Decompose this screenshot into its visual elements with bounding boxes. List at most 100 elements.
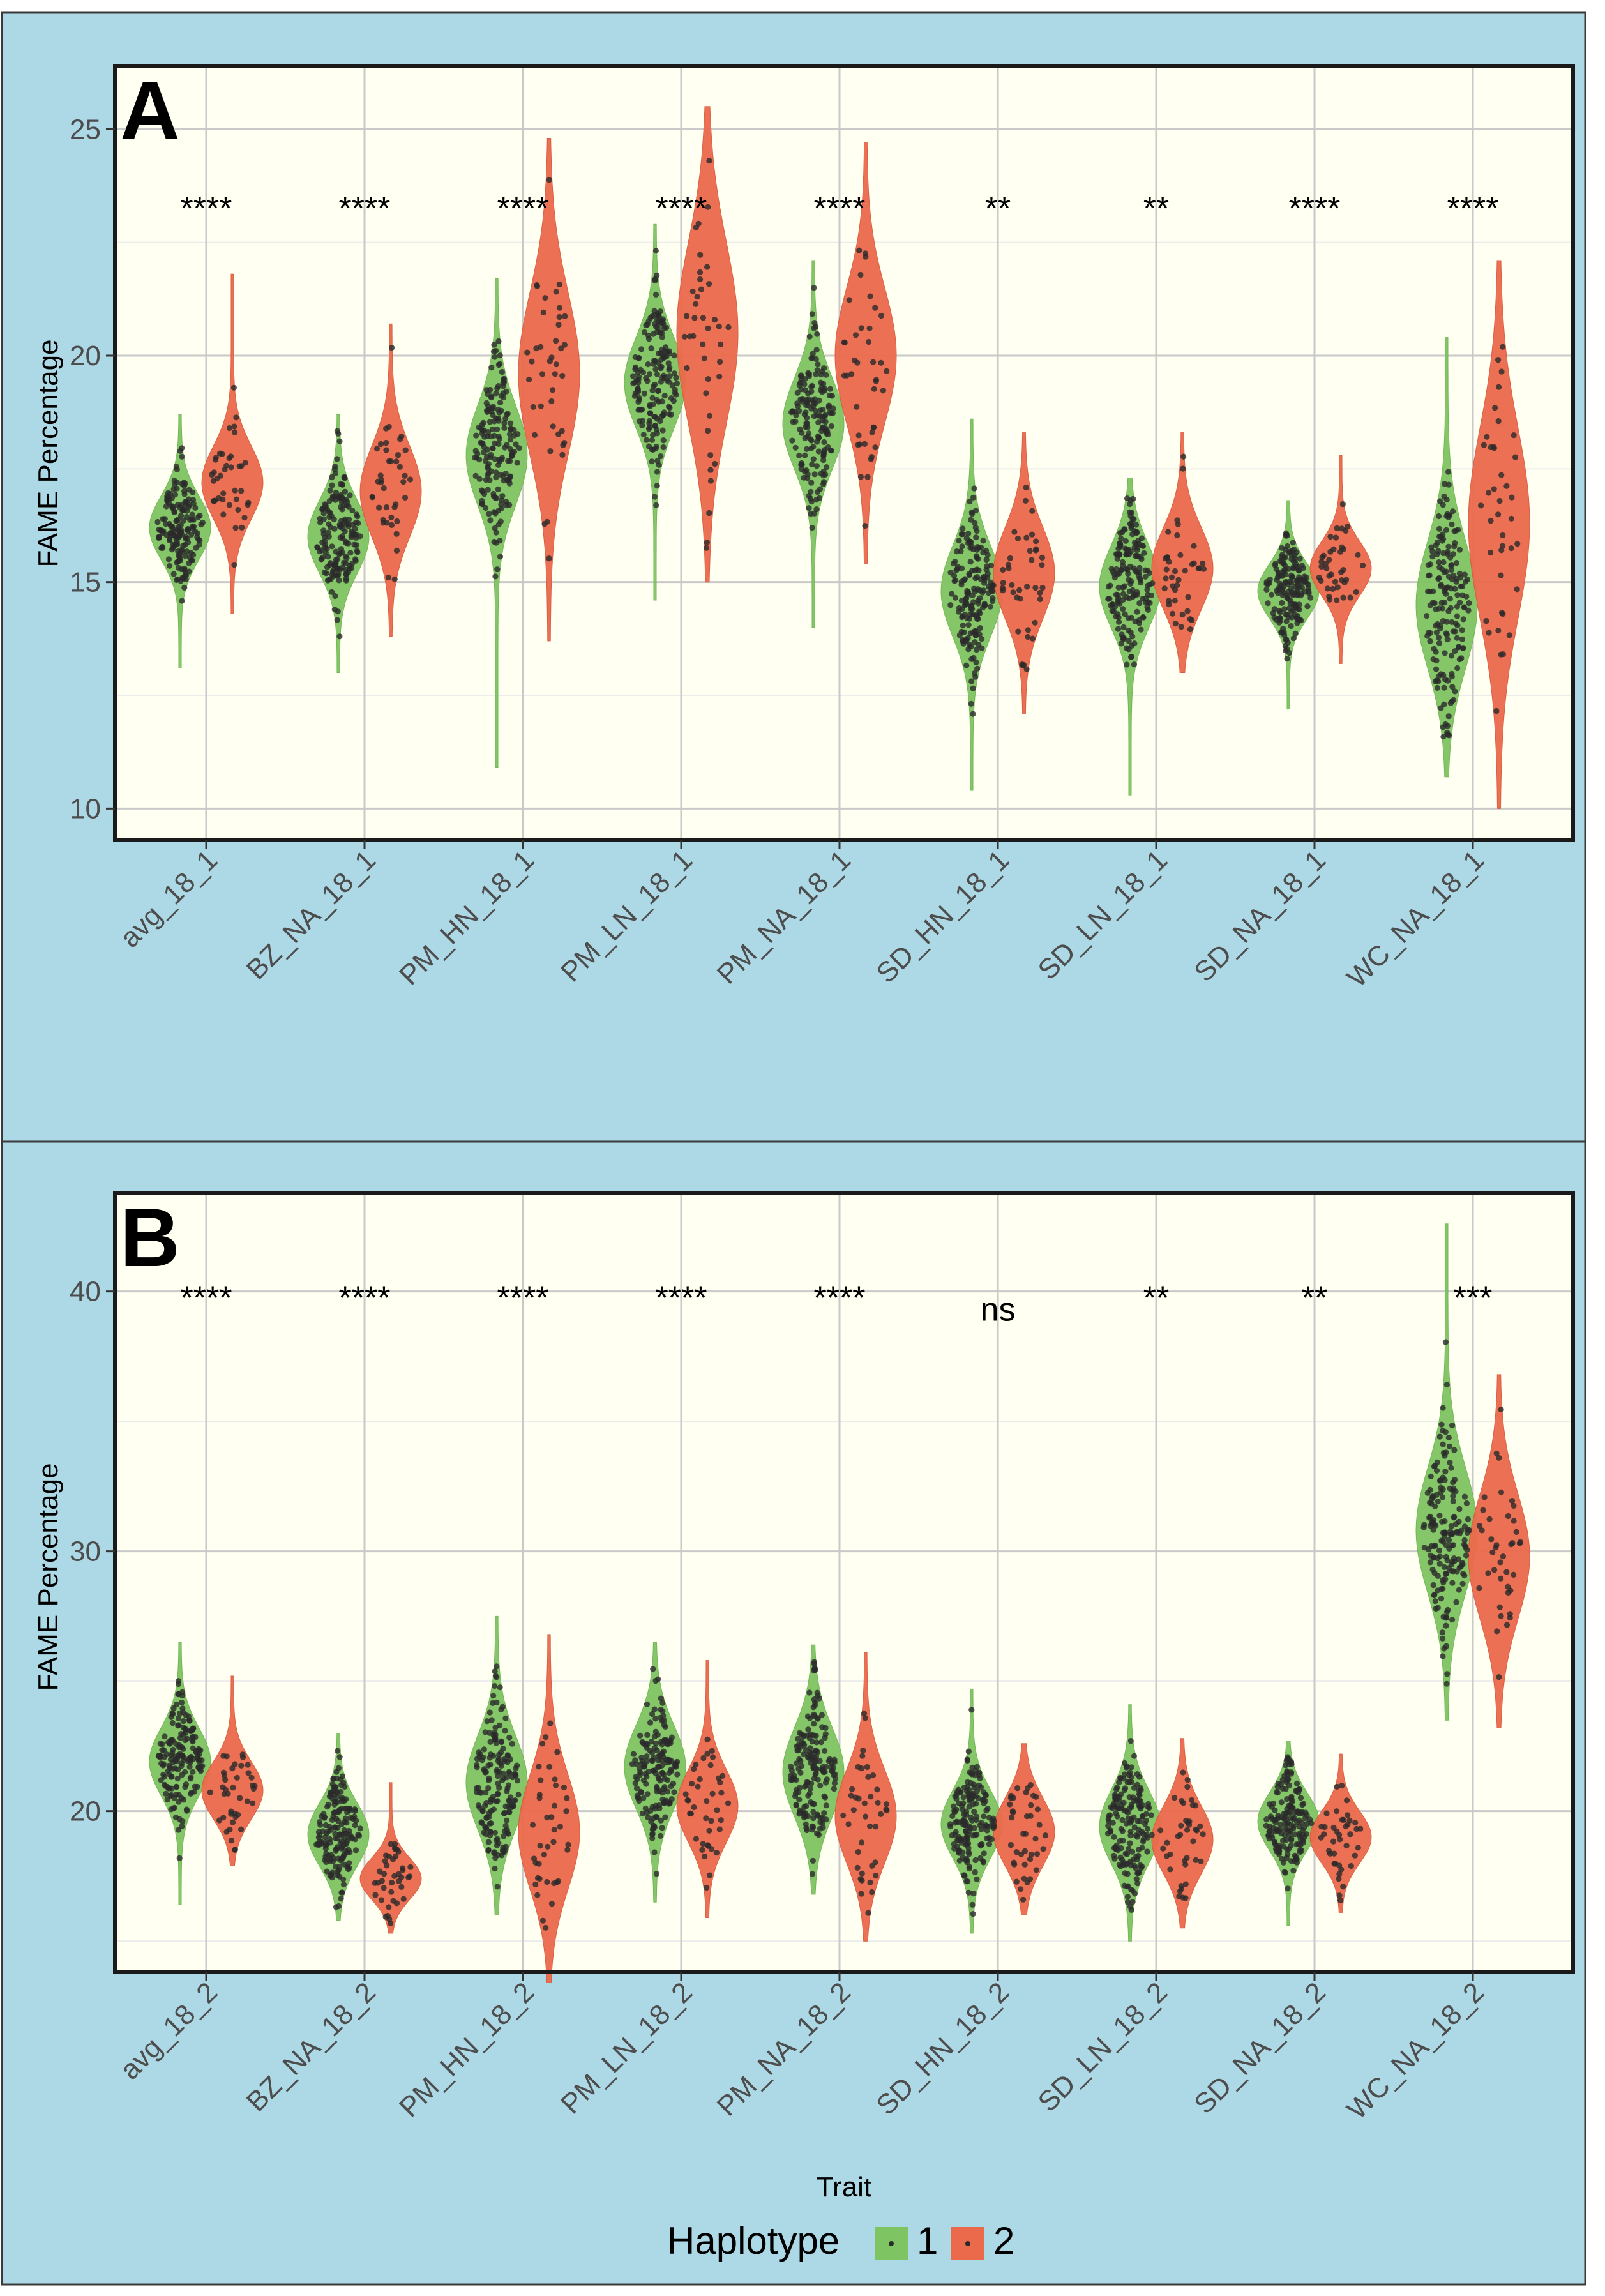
data-point [194,1755,201,1762]
data-point [376,1868,383,1875]
data-point [1132,568,1138,574]
data-point [197,537,203,544]
data-point [659,398,665,405]
data-point [322,534,328,541]
data-point [336,633,343,640]
data-point [1011,529,1018,535]
data-point [357,1825,363,1832]
data-point [179,453,185,460]
data-point [1336,1832,1343,1838]
data-point [966,1786,972,1793]
data-point [1436,498,1443,504]
data-point [646,371,653,377]
data-point [482,1729,488,1735]
data-point [391,1873,398,1879]
data-point [172,492,179,498]
data-point [326,577,333,583]
data-point [798,376,804,382]
data-point [512,1771,518,1778]
data-point [685,1797,691,1804]
data-point [788,1767,795,1774]
data-point [659,1741,665,1748]
data-point [1170,610,1176,617]
data-point [1441,493,1447,500]
data-point [964,1757,970,1764]
data-point [553,289,559,295]
data-point [1279,545,1285,551]
data-point [1283,1762,1289,1769]
data-point [814,1689,820,1696]
significance-label: **** [497,190,549,227]
data-point [544,1878,550,1885]
data-point [1290,1868,1297,1874]
data-point [813,1748,820,1754]
data-point [178,1763,185,1769]
data-point [553,338,559,344]
data-point [1447,596,1453,602]
data-point [336,1864,343,1870]
legend-label-2: 2 [993,2219,1014,2262]
data-point [867,1823,873,1829]
data-point [1278,582,1285,589]
data-point [638,346,645,352]
data-point [1439,1629,1445,1636]
data-point [697,276,704,283]
data-point [1165,529,1172,535]
data-point [951,578,958,584]
data-point [327,487,333,494]
data-point [497,518,504,525]
data-point [981,574,987,580]
data-point [500,473,506,480]
data-point [1436,513,1442,520]
data-point [813,1733,819,1739]
data-point [492,573,499,580]
data-point [983,1822,989,1829]
data-point [1345,523,1351,530]
data-point [971,1825,977,1831]
data-point [644,1791,651,1797]
data-point [1441,684,1447,691]
data-point [1113,1786,1120,1793]
data-point [396,464,403,471]
data-point [1495,627,1502,634]
data-point [176,1827,182,1833]
data-point [559,372,566,379]
data-point [706,158,712,164]
data-point [170,1759,176,1766]
data-point [1428,1473,1434,1479]
data-point [190,523,196,530]
data-point [1289,614,1295,621]
data-point [821,1793,827,1799]
data-point [823,372,829,378]
panel-a-frame [113,64,1575,842]
data-point [705,428,711,434]
data-point [1032,619,1038,626]
data-point [707,478,714,484]
data-point [1442,1477,1448,1483]
data-point [966,1804,972,1810]
data-point [163,1790,169,1797]
data-point [670,1780,677,1786]
data-point [388,514,395,521]
data-point [332,463,338,470]
data-point [1429,1519,1435,1525]
data-point [1447,554,1454,561]
data-point [398,1874,405,1880]
data-point [355,520,361,527]
data-point [661,393,668,399]
data-point [651,1706,658,1712]
data-point [958,1839,965,1846]
data-point [1452,648,1458,654]
data-point [1142,573,1149,580]
data-point [565,1841,571,1848]
data-point [878,1811,884,1817]
data-point [709,1748,715,1754]
data-point [491,1737,498,1743]
data-point [1465,607,1472,614]
data-point [479,440,485,446]
data-point [329,474,335,481]
data-point [1514,586,1520,593]
data-point [1021,1861,1028,1868]
data-point [1508,1541,1514,1548]
